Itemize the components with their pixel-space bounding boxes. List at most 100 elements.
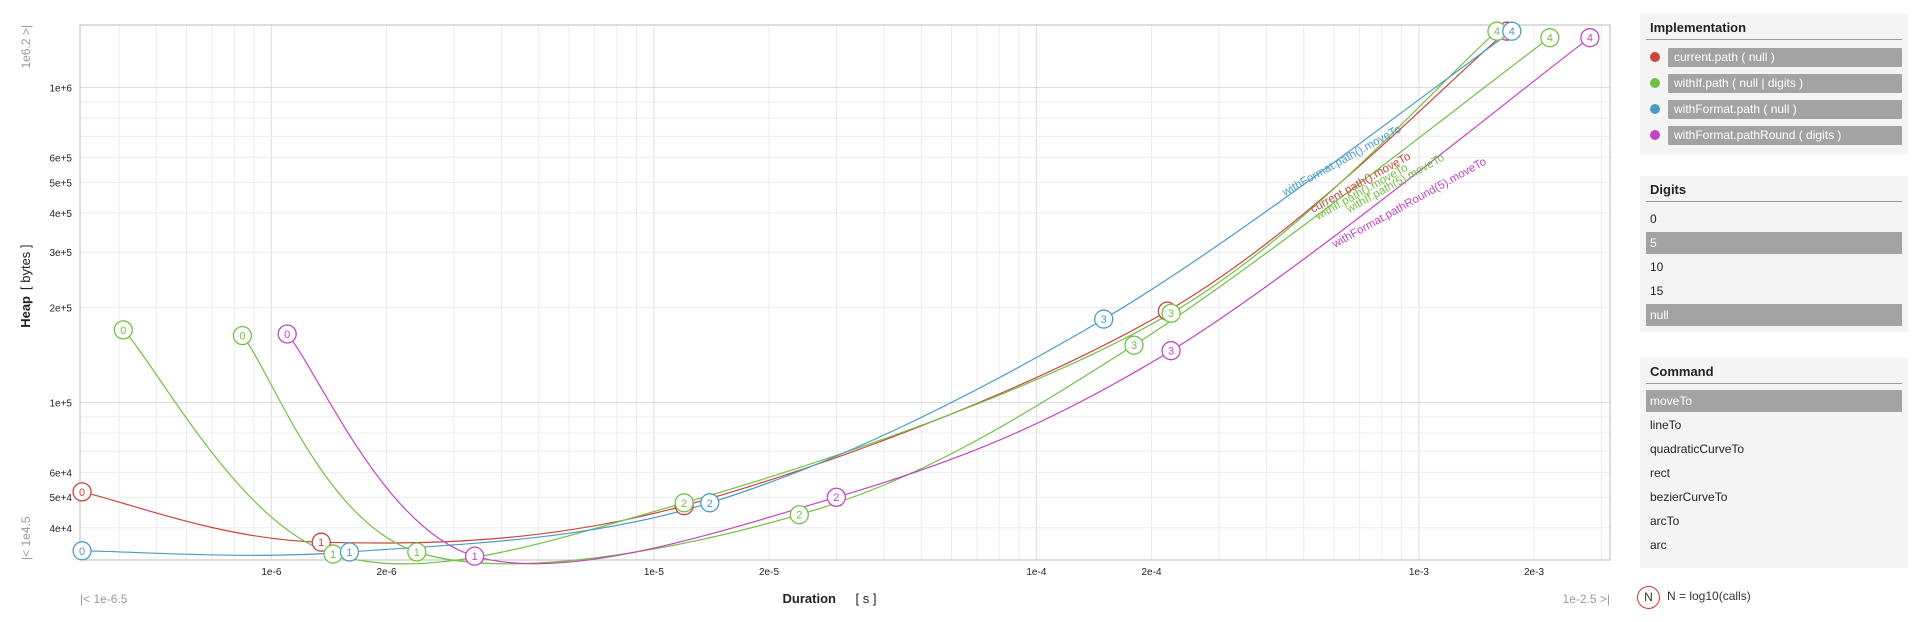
implementation-panel: Implementation current.path ( null ) with… <box>1640 14 1908 154</box>
point-marker: 4 <box>1502 21 1522 41</box>
marker-circle <box>311 532 331 552</box>
marker-circle <box>1502 21 1522 41</box>
implementation-list: current.path ( null ) withIf.path ( null … <box>1640 46 1908 146</box>
marker-label: 4 <box>1587 33 1593 45</box>
x-tick-label: 1e-6 <box>261 567 281 578</box>
point-marker: 1 <box>323 544 343 564</box>
point-markers: 0123401234012340123401234 <box>72 21 1600 566</box>
command-list: moveTo lineTo quadraticCurveTo rect bezierCu… <box>1640 390 1908 556</box>
marker-label: 1 <box>346 547 352 559</box>
marker-label: 1 <box>414 547 420 559</box>
x-min-label: |< 1e-6.5 <box>80 592 128 606</box>
implementation-item[interactable]: withIf.path ( null | digits ) <box>1646 72 1902 94</box>
digits-option[interactable]: null <box>1646 304 1902 326</box>
chart: 1e-6 2e-6 1e-5 2e-5 1e-4 2e-4 1e-3 2e-3 4e+4 5e+4… <box>18 21 1611 606</box>
marker-label: 2 <box>681 498 687 510</box>
marker-circle <box>465 546 485 566</box>
marker-label: 3 <box>1101 314 1107 326</box>
y-tick-label: 4e+4 <box>49 524 72 535</box>
series-line <box>82 30 1513 556</box>
point-marker: 3 <box>1161 341 1181 361</box>
implementation-label: withFormat.pathRound ( digits ) <box>1668 126 1902 145</box>
series-line <box>241 37 1551 565</box>
series-color-dot <box>1650 52 1660 62</box>
digits-option[interactable]: 15 <box>1650 284 1664 298</box>
marker-circle <box>1580 28 1600 48</box>
series-color-dot <box>1650 104 1660 114</box>
y-tick-label: 6e+4 <box>49 468 72 479</box>
command-option[interactable]: arc <box>1650 538 1667 552</box>
digits-panel: Digits 0 5 10 15 null <box>1640 176 1908 332</box>
point-marker: 3 <box>1094 309 1114 329</box>
marker-label: 3 <box>1168 346 1174 358</box>
y-tick-label: 2e+5 <box>49 304 72 315</box>
point-marker: 2 <box>789 505 809 525</box>
grid <box>80 25 1610 560</box>
marker-circle <box>1161 303 1181 323</box>
command-option[interactable]: lineTo <box>1650 418 1682 432</box>
command-option[interactable]: moveTo <box>1646 390 1902 412</box>
implementation-label: current.path ( null ) <box>1668 48 1902 67</box>
series-color-dot <box>1650 130 1660 140</box>
marker-label: 4 <box>1509 26 1515 38</box>
point-marker: 2 <box>700 493 720 513</box>
marker-label: 0 <box>79 546 85 558</box>
point-marker: 2 <box>826 487 847 507</box>
x-axis-unit: [ s ] <box>856 591 877 606</box>
marker-label: 0 <box>79 487 85 499</box>
implementation-label: withFormat.path ( null ) <box>1668 100 1902 119</box>
implementation-label: withIf.path ( null | digits ) <box>1668 74 1902 93</box>
point-marker: 0 <box>277 324 297 344</box>
command-option[interactable]: rect <box>1650 466 1671 480</box>
implementation-item[interactable]: withFormat.path ( null ) <box>1646 98 1902 120</box>
y-min-label: |< 1e4.5 <box>19 516 33 560</box>
point-marker: 0 <box>113 320 133 340</box>
x-tick-label: 2e-5 <box>759 567 779 578</box>
marker-label: 1 <box>318 537 324 549</box>
y-tick-label: 1e+5 <box>49 398 72 409</box>
point-marker: 4 <box>1580 28 1600 48</box>
y-tick-label: 5e+4 <box>49 493 72 504</box>
marker-label: 2 <box>796 510 802 522</box>
digits-list: 0 5 10 15 null <box>1640 208 1908 326</box>
marker-circle <box>72 541 92 561</box>
y-tick-label: 1e+6 <box>49 84 72 95</box>
marker-label: 2 <box>833 492 839 504</box>
marker-label: 4 <box>1494 26 1500 38</box>
marker-circle <box>339 542 360 562</box>
digits-option[interactable]: 5 <box>1646 232 1902 254</box>
implementation-item[interactable]: withFormat.pathRound ( digits ) <box>1646 124 1902 146</box>
point-marker: 0 <box>72 541 92 561</box>
marker-circle <box>1161 341 1181 361</box>
marker-circle <box>113 320 133 340</box>
marker-label: 1 <box>330 549 336 561</box>
marker-circle <box>700 493 720 513</box>
command-option[interactable]: arcTo <box>1650 514 1680 528</box>
y-max-label: 1e6.2 >| <box>19 25 33 69</box>
series-color-dot <box>1650 78 1660 88</box>
marker-circle <box>232 325 253 346</box>
marker-circle <box>72 482 92 502</box>
axis-ticks: 1e-6 2e-6 1e-5 2e-5 1e-4 2e-4 1e-3 2e-3 4e+4 5e+4… <box>49 84 1544 578</box>
y-axis-label: Heap <box>18 296 33 328</box>
x-axis-label: Duration <box>783 591 837 606</box>
point-marker: 1 <box>339 542 360 562</box>
point-marker: 3 <box>1124 335 1144 355</box>
command-option[interactable]: quadraticCurveTo <box>1650 442 1745 456</box>
marker-circle <box>789 505 809 525</box>
digits-option[interactable]: 0 <box>1650 212 1657 226</box>
marker-label: 0 <box>284 329 290 341</box>
point-marker: 1 <box>465 546 485 566</box>
command-panel: Command moveTo lineTo quadraticCurveTo rect… <box>1640 358 1908 568</box>
marker-label: 3 <box>1168 308 1174 320</box>
implementation-item[interactable]: current.path ( null ) <box>1646 46 1902 68</box>
marker-circle <box>1540 28 1560 48</box>
command-option[interactable]: bezierCurveTo <box>1650 490 1728 504</box>
digits-option[interactable]: 10 <box>1650 260 1664 274</box>
marker-circle <box>674 493 694 513</box>
point-marker: 1 <box>311 532 331 552</box>
marker-circle <box>826 487 847 507</box>
point-marker: 0 <box>232 325 253 346</box>
marker-circle <box>1124 335 1144 355</box>
point-marker: 4 <box>1540 28 1560 48</box>
